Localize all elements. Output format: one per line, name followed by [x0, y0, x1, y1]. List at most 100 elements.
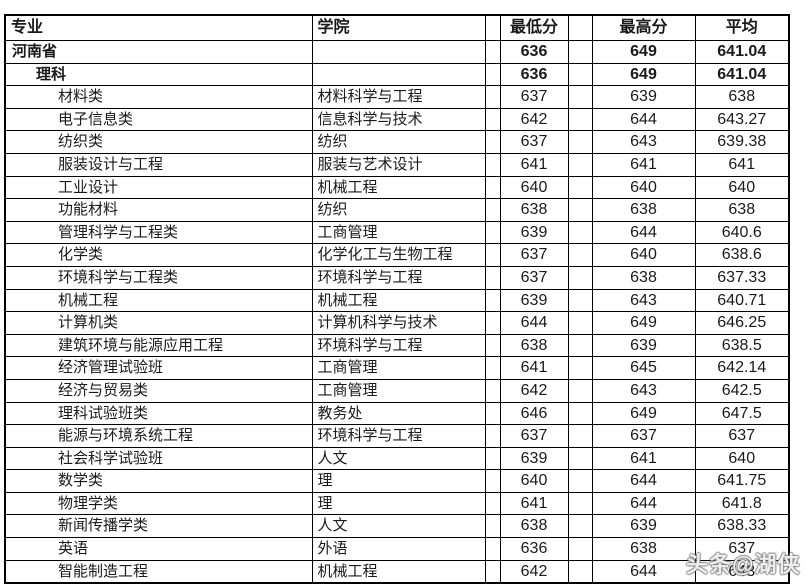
spacer-cell	[567, 288, 593, 313]
table-row: 数学类理 640 644 641.75	[4, 469, 790, 493]
avg-score-cell: 646.25	[694, 311, 790, 335]
college-cell: 信息科学与技术	[311, 107, 486, 132]
min-score-cell: 636	[499, 40, 569, 64]
major-cell: 能源与环境系统工程	[4, 424, 313, 448]
max-score-cell: 643	[591, 130, 696, 154]
spacer-cell	[567, 85, 593, 109]
spacer-cell	[567, 175, 593, 200]
major-cell: 机械工程	[4, 288, 313, 313]
college-cell: 环境科学与工程	[311, 333, 486, 358]
col-header-min-score: 最低分	[499, 14, 569, 41]
major-cell: 工业设计	[4, 175, 313, 200]
table-row: 理科 636 649 641.04	[4, 62, 790, 87]
max-score-cell: 643	[591, 288, 696, 313]
college-cell: 服装与艺术设计	[311, 152, 486, 177]
spacer-cell	[567, 311, 593, 335]
spacer-cell	[567, 424, 593, 448]
max-score-cell: 639	[591, 85, 696, 109]
max-score-cell: 643	[591, 378, 696, 403]
max-score-cell: 644	[591, 220, 696, 245]
min-score-cell: 638	[499, 514, 569, 539]
col-header-avg-score: 平均	[694, 14, 790, 41]
spacer-cell	[484, 537, 501, 561]
college-cell: 纺织	[311, 130, 486, 154]
min-score-cell: 640	[499, 175, 569, 200]
table-body: 河南省 636 649 641.04 理科 636 649 641.04 材料类 材料科学与工程 6…	[4, 40, 790, 584]
spacer-cell	[567, 220, 593, 245]
table-row: 化学类 化学化工与生物工程 637 640 638.6	[4, 243, 790, 267]
spacer-cell	[484, 378, 501, 403]
min-score-cell: 642	[499, 378, 569, 403]
max-score-cell: 637	[591, 424, 696, 448]
college-cell: 人文	[311, 514, 486, 539]
major-cell: 经济管理试验班	[4, 356, 313, 380]
avg-score-cell: 637	[694, 424, 790, 448]
avg-score-cell: 641.8	[694, 491, 790, 516]
max-score-cell: 644	[591, 107, 696, 132]
min-score-cell: 641	[499, 491, 569, 516]
table-row: 经济与贸易类 工商管理 642 643 642.5	[4, 378, 790, 403]
table-row: 纺织类 纺织 637 643 639.38	[4, 130, 790, 154]
spacer-cell	[484, 152, 501, 177]
college-cell	[311, 62, 486, 87]
max-score-cell: 649	[591, 62, 696, 87]
table-row: 机械工程 机械工程 639 643 640.71	[4, 288, 790, 313]
table-row: 英语 外语 636 638 637	[4, 537, 790, 561]
table-row: 新闻传播学类 人文 638 639 638.33	[4, 514, 790, 539]
college-cell: 机械工程	[311, 175, 486, 200]
college-cell: 环境科学与工程	[311, 424, 486, 448]
min-score-cell: 636	[499, 537, 569, 561]
avg-score-cell: 641.75	[694, 469, 790, 493]
col-header-college: 学院	[311, 14, 486, 41]
major-cell: 理科试验班类	[4, 401, 313, 426]
avg-score-cell: 638.5	[694, 333, 790, 358]
min-score-cell: 639	[499, 288, 569, 313]
max-score-cell: 639	[591, 514, 696, 539]
admission-score-table: 专业 学院 最低分 最高分 平均 河南省 636 649 641.04 理科 636 649…	[4, 14, 790, 585]
major-cell: 理科	[4, 62, 313, 87]
max-score-cell: 639	[591, 333, 696, 358]
spacer-cell	[484, 265, 501, 290]
major-cell: 社会科学试验班	[4, 446, 313, 471]
table-header-row: 专业 学院 最低分 最高分 平均	[4, 14, 790, 41]
max-score-cell: 649	[591, 311, 696, 335]
table-row: 社会科学试验班 人文 639 641 640	[4, 446, 790, 471]
table-row: 材料类 材料科学与工程 637 639 638	[4, 85, 790, 109]
min-score-cell: 637	[499, 424, 569, 448]
table-row: 电子信息类 信息科学与技术 642 644 643.27	[4, 107, 790, 132]
max-score-cell: 638	[591, 537, 696, 561]
max-score-cell: 645	[591, 356, 696, 380]
spacer-cell	[567, 514, 593, 539]
max-score-cell: 640	[591, 175, 696, 200]
max-score-cell: 649	[591, 401, 696, 426]
spacer-cell	[567, 107, 593, 132]
table-row: 计算机类 计算机科学与技术 644 649 646.25	[4, 311, 790, 335]
table-row: 工业设计 机械工程 640 640 640	[4, 175, 790, 200]
min-score-cell: 636	[499, 62, 569, 87]
table-header: 专业 学院 最低分 最高分 平均	[4, 14, 790, 41]
spacer-cell	[567, 130, 593, 154]
table-row: 经济管理试验班 工商管理 641 645 642.14	[4, 356, 790, 380]
min-score-cell: 638	[499, 333, 569, 358]
table-row: 理科试验班类 教务处 646 649 647.5	[4, 401, 790, 426]
avg-score-cell: 637.33	[694, 265, 790, 290]
spacer-cell	[567, 378, 593, 403]
min-score-cell: 639	[499, 446, 569, 471]
spacer-cell	[484, 514, 501, 539]
major-cell: 河南省	[4, 40, 313, 64]
spacer-cell	[484, 356, 501, 380]
spacer-cell	[484, 198, 501, 222]
spacer-cell	[484, 333, 501, 358]
min-score-cell: 638	[499, 198, 569, 222]
spacer-cell	[567, 491, 593, 516]
min-score-cell: 642	[499, 107, 569, 132]
max-score-cell: 641	[591, 446, 696, 471]
admission-scores-page: 专业 学院 最低分 最高分 平均 河南省 636 649 641.04 理科 636 649…	[0, 14, 812, 586]
spacer-cell	[484, 469, 501, 493]
spacer-cell	[567, 265, 593, 290]
max-score-cell: 644	[591, 491, 696, 516]
avg-score-cell: 642.5	[694, 378, 790, 403]
col-header-major: 专业	[4, 14, 313, 41]
spacer-cell	[484, 401, 501, 426]
table-row: 功能材料 纺织 638 638 638	[4, 198, 790, 222]
